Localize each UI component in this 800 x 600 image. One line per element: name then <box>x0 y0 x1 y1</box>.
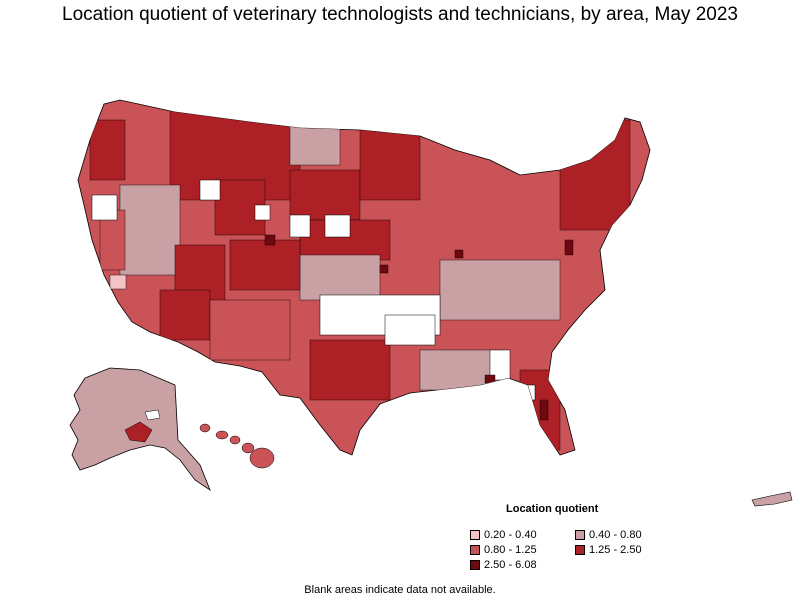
legend-item-5: 2.50 - 6.08 <box>470 559 575 571</box>
area-zone-6 <box>299 254 381 301</box>
legend-item-3: 0.80 - 1.25 <box>470 544 575 556</box>
map-title: Location quotient of veterinary technolo… <box>62 4 738 25</box>
top-quotient-area-1 <box>454 249 464 259</box>
legend-item-1: 0.20 - 0.40 <box>470 529 575 541</box>
hawaii-island-0 <box>199 423 211 433</box>
top-quotient-area-3 <box>539 399 549 421</box>
legend: Location quotient 0.20 - 0.40 0.40 - 0.8… <box>470 503 670 571</box>
blank-area-0 <box>91 194 118 221</box>
area-zone-11 <box>309 339 391 401</box>
legend-label-3: 0.80 - 1.25 <box>484 544 537 556</box>
legend-label-2: 0.40 - 0.80 <box>589 529 642 541</box>
area-zone-12 <box>359 129 421 201</box>
top-quotient-area-4 <box>564 239 574 256</box>
hawaii-region <box>199 423 275 469</box>
legend-swatch-2 <box>575 530 585 540</box>
legend-label-5: 2.50 - 6.08 <box>484 559 537 571</box>
hawaii-island-3 <box>241 442 255 454</box>
area-zone-9 <box>159 289 211 341</box>
legend-label-1: 0.20 - 0.40 <box>484 529 537 541</box>
area-zone-17 <box>89 119 126 181</box>
hawaii-island-4 <box>249 447 275 469</box>
legend-title: Location quotient <box>506 503 599 515</box>
blank-area-8 <box>514 384 536 401</box>
alaska-interior-area <box>124 421 153 443</box>
blank-area-4 <box>324 214 351 238</box>
area-zone-5 <box>119 184 181 276</box>
area-zone-3 <box>289 169 361 221</box>
puerto-rico-region <box>751 491 793 507</box>
area-zone-14 <box>559 119 631 231</box>
area-zone-16 <box>419 349 501 391</box>
legend-swatch-1 <box>470 530 480 540</box>
area-zone-2 <box>289 109 341 166</box>
area-zone-10 <box>209 299 291 361</box>
legend-label-4: 1.25 - 2.50 <box>589 544 642 556</box>
top-quotient-area-5 <box>379 264 389 274</box>
legend-item-4: 1.25 - 2.50 <box>575 544 670 556</box>
low-quotient-area-0 <box>109 274 127 290</box>
footnote: Blank areas indicate data not available. <box>304 584 496 596</box>
area-zone-13 <box>439 259 561 321</box>
area-zone-8 <box>229 239 301 291</box>
blank-area-2 <box>254 204 271 221</box>
alaska-blank-area <box>144 409 161 421</box>
blank-area-1 <box>199 179 221 201</box>
blank-area-6 <box>384 314 436 346</box>
legend-swatch-4 <box>575 545 585 555</box>
legend-swatch-5 <box>470 560 480 570</box>
hawaii-island-2 <box>229 435 241 445</box>
hawaii-island-1 <box>215 430 229 440</box>
legend-swatch-3 <box>470 545 480 555</box>
legend-item-2: 0.40 - 0.80 <box>575 529 670 541</box>
blank-area-3 <box>289 214 311 238</box>
top-quotient-area-0 <box>264 234 276 246</box>
blank-area-7 <box>489 349 511 381</box>
